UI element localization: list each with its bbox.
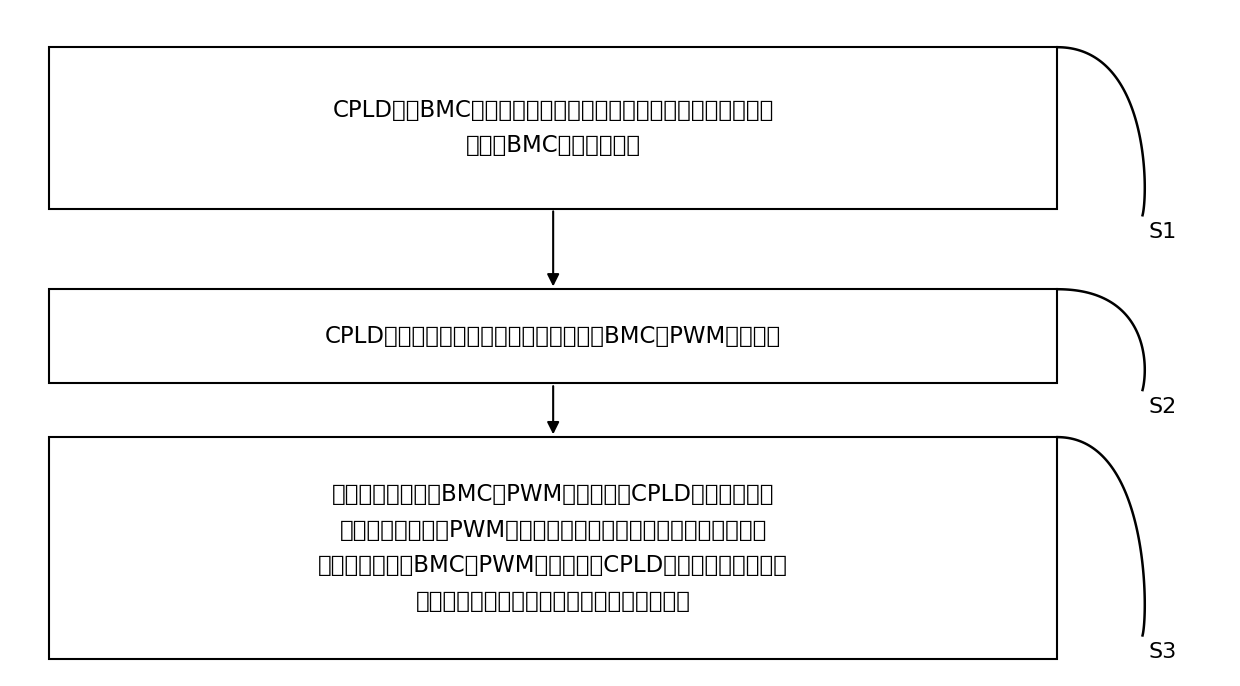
Text: CPLD检测BMC输出的看门狗信号是否正常，并响应于检测到不正
常而对BMC进行复位操作: CPLD检测BMC输出的看门狗信号是否正常，并响应于检测到不正 常而对BMC进行… bbox=[332, 99, 774, 157]
FancyBboxPatch shape bbox=[48, 289, 1058, 383]
Text: S3: S3 bbox=[1148, 642, 1177, 662]
FancyBboxPatch shape bbox=[48, 47, 1058, 209]
Text: S2: S2 bbox=[1148, 397, 1177, 417]
Text: 响应于检测到来自BMC的PWM控制信号，CPLD输出电源使能
信号，以根据所述PWM控制信号控制所述在位风扇的转速；和响应
于未检测到来自BMC的PWM控制信号: 响应于检测到来自BMC的PWM控制信号，CPLD输出电源使能 信号，以根据所述P… bbox=[319, 483, 789, 613]
Text: CPLD逐一检测风扇是否在位，并检测来自BMC的PWM控制信号: CPLD逐一检测风扇是否在位，并检测来自BMC的PWM控制信号 bbox=[325, 324, 781, 348]
Text: S1: S1 bbox=[1148, 222, 1177, 242]
FancyBboxPatch shape bbox=[48, 437, 1058, 659]
